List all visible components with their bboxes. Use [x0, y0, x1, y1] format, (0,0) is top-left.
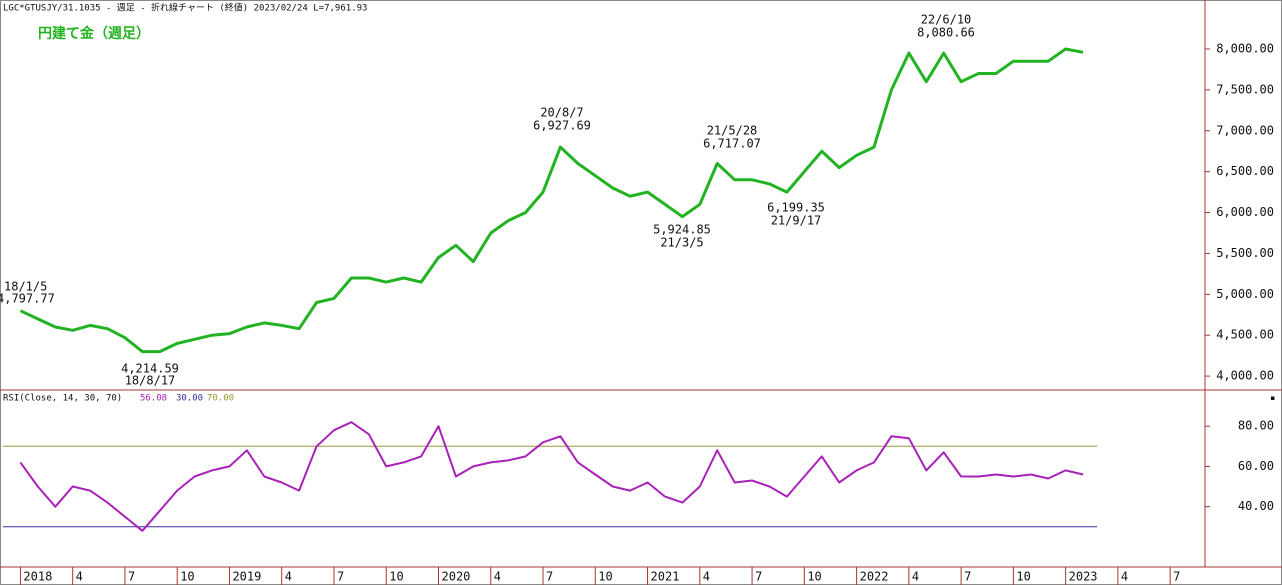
- y-tick-label: 60.00: [1238, 459, 1274, 473]
- x-tick-label: 7: [337, 570, 344, 584]
- line-series: [19, 47, 1084, 354]
- y-tick-label: 4,500.00: [1216, 328, 1274, 342]
- chart-title: 円建て金（週足）: [38, 25, 150, 42]
- y-tick-label: 80.00: [1238, 419, 1274, 433]
- x-tick-label: 10: [1016, 570, 1030, 584]
- x-tick-label: 4: [285, 570, 292, 584]
- y-tick-label: 40.00: [1238, 499, 1274, 513]
- annotation-date: 20/8/7: [540, 106, 583, 120]
- x-tick-label: 10: [180, 570, 194, 584]
- x-tick-label: 7: [128, 570, 135, 584]
- x-tick-label: 4: [494, 570, 501, 584]
- x-tick-label: 4: [703, 570, 710, 584]
- rsi-last: 56.08: [140, 394, 167, 404]
- annotation-date: 21/9/17: [771, 214, 822, 228]
- header: LGC*GTUSJY/31.1035 - 週足 - 折れ線チャート (終値) 2…: [3, 2, 367, 14]
- annotation-value: 6,199.35: [767, 201, 825, 215]
- y-tick-label: 5,000.00: [1216, 287, 1274, 301]
- y-tick-label: 8,000.00: [1216, 41, 1274, 55]
- y-tick-label: 6,500.00: [1216, 164, 1274, 178]
- y-tick-label: 7,000.00: [1216, 123, 1274, 137]
- x-tick-label: 10: [598, 570, 612, 584]
- x-tick-label: 2023: [1069, 570, 1098, 584]
- annotation-value: 4,214.59: [121, 362, 179, 376]
- x-tick-label: 7: [546, 570, 553, 584]
- x-tick-label: 4: [912, 570, 919, 584]
- annotation-date: 22/6/10: [921, 13, 972, 27]
- x-tick-label: 2019: [232, 570, 261, 584]
- annotation-date: 18/8/17: [125, 374, 176, 388]
- reference-label: 70.00: [207, 394, 234, 404]
- annotation-value: 8,080.66: [917, 26, 975, 40]
- x-tick-label: 4: [76, 570, 83, 584]
- x-tick-label: 10: [389, 570, 403, 584]
- x-tick-label: 4: [1121, 570, 1128, 584]
- y-tick-label: 6,000.00: [1216, 205, 1274, 219]
- annotation-value: 5,924.85: [653, 223, 711, 237]
- x-tick-label: 7: [755, 570, 762, 584]
- annotation-date: 21/5/28: [707, 124, 758, 138]
- x-tick-label: 2021: [651, 570, 680, 584]
- x-tick-label: 10: [807, 570, 821, 584]
- y-tick-label: 5,500.00: [1216, 246, 1274, 260]
- annotation-value: 4,797.77: [0, 292, 55, 306]
- x-tick-label: 2020: [442, 570, 471, 584]
- reference-label: 30.00: [176, 394, 203, 404]
- line-series: [19, 421, 1084, 532]
- rsi-title: RSI(Close, 14, 30, 70): [3, 394, 122, 404]
- annotation-date: 21/3/5: [660, 236, 703, 250]
- y-tick-label: 4,000.00: [1216, 369, 1274, 383]
- x-tick-label: 2018: [23, 570, 52, 584]
- x-tick-label: 2022: [860, 570, 889, 584]
- x-tick-label: 7: [964, 570, 971, 584]
- rsi-marker: ▪: [1270, 394, 1275, 404]
- x-tick-label: 7: [1173, 570, 1180, 584]
- annotation-value: 6,927.69: [533, 119, 591, 133]
- annotation-date: 18/1/5: [4, 280, 47, 294]
- y-tick-label: 7,500.00: [1216, 82, 1274, 96]
- annotation-value: 6,717.07: [703, 137, 761, 151]
